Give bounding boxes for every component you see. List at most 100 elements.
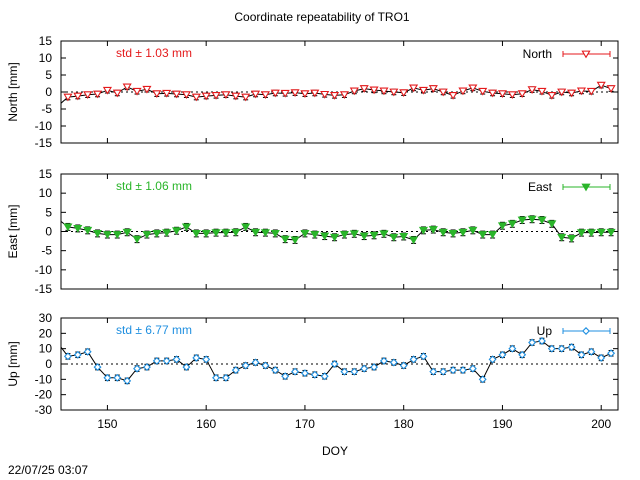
data-point bbox=[300, 369, 309, 378]
data-point bbox=[241, 361, 250, 370]
data-point bbox=[439, 367, 448, 376]
x-tick-label: 200 bbox=[591, 417, 611, 431]
data-point bbox=[458, 228, 468, 237]
data-point bbox=[577, 350, 586, 359]
y-tick-label: -10 bbox=[35, 372, 53, 386]
data-point bbox=[497, 222, 508, 231]
data-point bbox=[418, 226, 429, 235]
y-tick-label: 10 bbox=[39, 342, 53, 356]
data-point bbox=[83, 347, 92, 356]
data-point bbox=[211, 91, 221, 100]
data-point bbox=[428, 85, 438, 93]
y-tick-label: -20 bbox=[35, 388, 53, 402]
x-axis-label: DOY bbox=[322, 444, 348, 458]
y-tick-label: -5 bbox=[41, 102, 52, 116]
legend-label: Up bbox=[537, 324, 553, 338]
legend: Up bbox=[537, 324, 611, 338]
data-point bbox=[419, 352, 428, 361]
data-point bbox=[300, 90, 310, 99]
data-point bbox=[429, 367, 438, 376]
data-point bbox=[586, 87, 596, 96]
data-point bbox=[399, 233, 409, 241]
data-point bbox=[488, 355, 497, 364]
data-point bbox=[607, 349, 616, 358]
data-point bbox=[339, 231, 349, 239]
data-point bbox=[547, 344, 556, 353]
data-point bbox=[576, 229, 587, 237]
data-point bbox=[567, 234, 577, 243]
data-point bbox=[497, 90, 508, 99]
data-point bbox=[517, 90, 527, 99]
data-point bbox=[586, 229, 596, 237]
data-point bbox=[73, 225, 83, 233]
data-point bbox=[221, 229, 231, 237]
data-point bbox=[281, 372, 290, 381]
legend-marker bbox=[581, 50, 591, 59]
y-tick-label: -15 bbox=[35, 282, 53, 296]
data-point bbox=[547, 91, 557, 100]
series-up bbox=[61, 337, 616, 385]
data-point bbox=[547, 220, 557, 229]
y-tick-label: 15 bbox=[39, 167, 53, 181]
data-point bbox=[428, 226, 438, 234]
data-point bbox=[409, 236, 419, 245]
data-point bbox=[369, 86, 379, 95]
data-point bbox=[270, 89, 280, 98]
legend-label: East bbox=[528, 180, 553, 194]
data-point bbox=[260, 229, 270, 237]
data-point bbox=[468, 226, 478, 235]
y-axis-label: East [mm] bbox=[6, 204, 20, 258]
data-point bbox=[359, 85, 369, 93]
data-point bbox=[241, 223, 251, 232]
data-point bbox=[389, 358, 398, 367]
x-tick-label: 180 bbox=[394, 417, 414, 431]
data-point bbox=[448, 229, 458, 238]
data-point bbox=[458, 366, 467, 375]
data-point bbox=[606, 85, 616, 93]
timestamp: 22/07/25 03:07 bbox=[8, 463, 88, 477]
data-point bbox=[498, 350, 507, 359]
data-point bbox=[517, 216, 527, 225]
data-point bbox=[152, 90, 162, 99]
y-tick-label: -10 bbox=[35, 263, 53, 277]
data-point bbox=[162, 229, 172, 237]
data-point bbox=[557, 88, 567, 97]
data-point bbox=[290, 89, 300, 98]
data-point bbox=[132, 87, 142, 96]
y-tick-label: 10 bbox=[39, 51, 53, 65]
data-point bbox=[261, 361, 270, 370]
data-point bbox=[122, 228, 132, 237]
data-point bbox=[310, 231, 320, 239]
data-point bbox=[340, 367, 349, 376]
data-point bbox=[330, 360, 339, 368]
data-point bbox=[93, 363, 102, 372]
legend-marker bbox=[582, 327, 590, 335]
series-north bbox=[61, 81, 616, 104]
data-point bbox=[418, 86, 429, 95]
data-point bbox=[330, 233, 340, 242]
legend-marker bbox=[581, 183, 591, 192]
data-point bbox=[379, 230, 389, 239]
data-point bbox=[507, 91, 517, 100]
legend: East bbox=[528, 180, 611, 194]
x-tick-label: 190 bbox=[492, 417, 512, 431]
data-point bbox=[142, 231, 152, 239]
data-point bbox=[152, 356, 161, 365]
data-point bbox=[379, 87, 389, 96]
data-point bbox=[399, 89, 409, 98]
data-point bbox=[172, 355, 181, 364]
data-point bbox=[478, 231, 488, 239]
y-tick-label: 0 bbox=[45, 225, 52, 239]
data-point bbox=[102, 86, 112, 95]
data-point bbox=[409, 84, 419, 93]
data-point bbox=[320, 90, 330, 99]
std-annotation: std ± 1.03 mm bbox=[116, 46, 192, 60]
data-point bbox=[349, 230, 359, 239]
data-point bbox=[567, 343, 576, 352]
data-point bbox=[63, 352, 72, 361]
data-point bbox=[201, 229, 211, 238]
data-point bbox=[478, 375, 487, 384]
data-point bbox=[181, 91, 191, 100]
std-annotation: std ± 6.77 mm bbox=[116, 323, 192, 337]
